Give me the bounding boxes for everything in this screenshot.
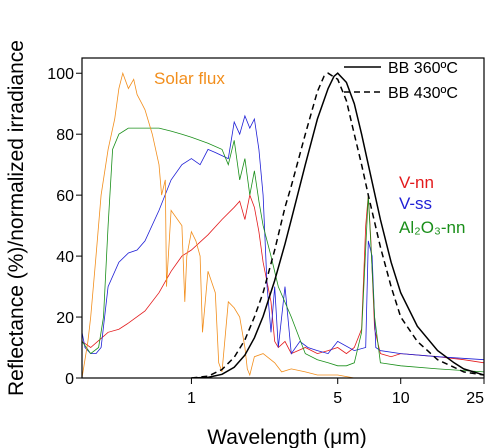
legend: BB 360ºC BB 430ºC bbox=[344, 60, 458, 102]
series-layer bbox=[82, 71, 484, 378]
y-tick-label: 40 bbox=[56, 249, 74, 266]
y-tick-label: 20 bbox=[56, 310, 74, 327]
v-ss-annotation: V-ss bbox=[399, 194, 432, 213]
series-line-bb-360-c bbox=[191, 72, 484, 378]
y-tick-label: 100 bbox=[47, 66, 74, 83]
series-line-bb-430-c bbox=[191, 72, 484, 378]
x-tick-label: 25 bbox=[466, 390, 484, 407]
series-line-v-ss bbox=[82, 114, 484, 361]
plot-frame bbox=[81, 57, 485, 379]
y-tick-label: 60 bbox=[56, 188, 74, 205]
x-tick-label: 1 bbox=[187, 390, 196, 407]
y-tick-label: 0 bbox=[65, 371, 74, 388]
y-tick-label: 80 bbox=[56, 127, 74, 144]
legend-label-bb-430: BB 430ºC bbox=[388, 85, 458, 102]
x-axis-label: Wavelength (μm) bbox=[207, 426, 367, 448]
series-line-solar-flux bbox=[82, 71, 355, 378]
axis-ticks: 0 20 40 60 80 100 1 5 10 25 bbox=[47, 66, 485, 407]
y-axis-label: Reflectance (%)/normalized irradiance bbox=[5, 40, 28, 396]
al2o3-nn-annotation: Al₂O₃-nn bbox=[399, 218, 465, 237]
v-nn-annotation: V-nn bbox=[399, 173, 434, 192]
series-line-al-o-nn bbox=[82, 127, 484, 373]
legend-label-bb-360: BB 360ºC bbox=[388, 60, 458, 77]
x-tick-label: 5 bbox=[333, 390, 342, 407]
x-tick-label: 10 bbox=[392, 390, 410, 407]
solar-flux-annotation: Solar flux bbox=[154, 69, 225, 88]
